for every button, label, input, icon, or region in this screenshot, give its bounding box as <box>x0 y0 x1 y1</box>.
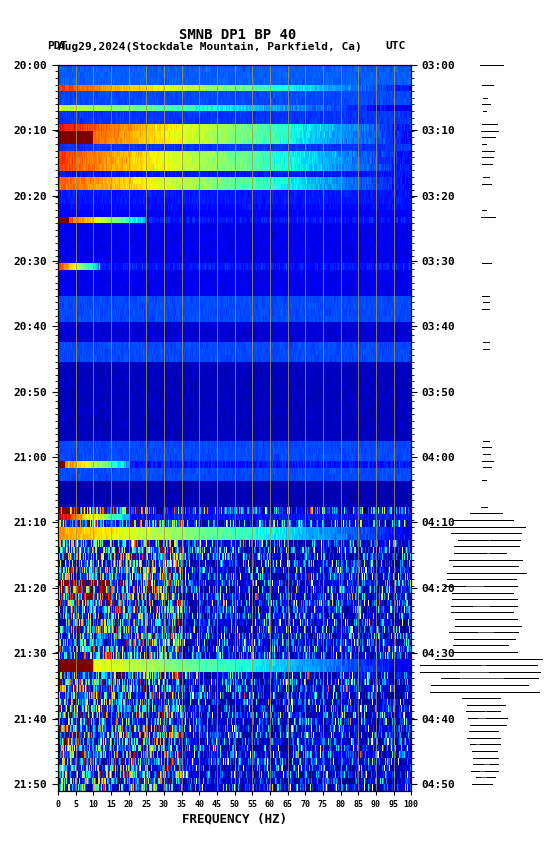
Text: Aug29,2024(Stockdale Mountain, Parkfield, Ca): Aug29,2024(Stockdale Mountain, Parkfield… <box>58 41 362 52</box>
X-axis label: FREQUENCY (HZ): FREQUENCY (HZ) <box>182 813 287 826</box>
Text: PDT: PDT <box>47 41 67 52</box>
Text: UTC: UTC <box>385 41 406 52</box>
Text: SMNB DP1 BP 40: SMNB DP1 BP 40 <box>179 28 296 41</box>
